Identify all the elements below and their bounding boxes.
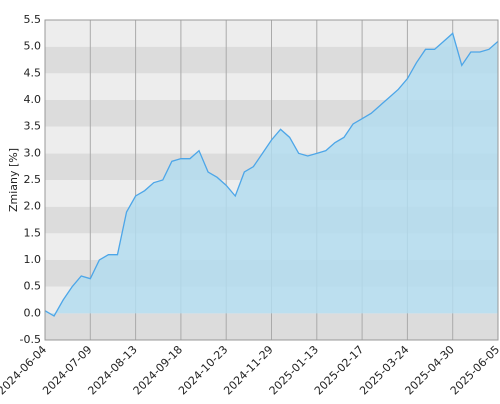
plot-frame <box>44 19 499 341</box>
y-tick-label: 2.5 <box>24 173 42 186</box>
y-tick-label: -0.5 <box>20 333 41 346</box>
y-tick-label: 4.0 <box>24 93 42 106</box>
y-tick-label: 5.5 <box>24 13 42 26</box>
y-tick-label: 2.0 <box>24 200 42 213</box>
y-tick-label: 1.5 <box>24 226 42 239</box>
y-tick-label: 4.5 <box>24 66 42 79</box>
y-tick-label: 0.0 <box>24 306 42 319</box>
y-tick-label: 3.5 <box>24 120 42 133</box>
y-tick-label: 3.0 <box>24 146 42 159</box>
y-tick-label: 1.0 <box>24 253 42 266</box>
y-axis-label: Zmiany [%] <box>7 148 20 212</box>
y-tick-label: 0.5 <box>24 280 42 293</box>
y-tick-label: 5.0 <box>24 40 42 53</box>
area <box>45 33 498 316</box>
line <box>44 32 499 317</box>
